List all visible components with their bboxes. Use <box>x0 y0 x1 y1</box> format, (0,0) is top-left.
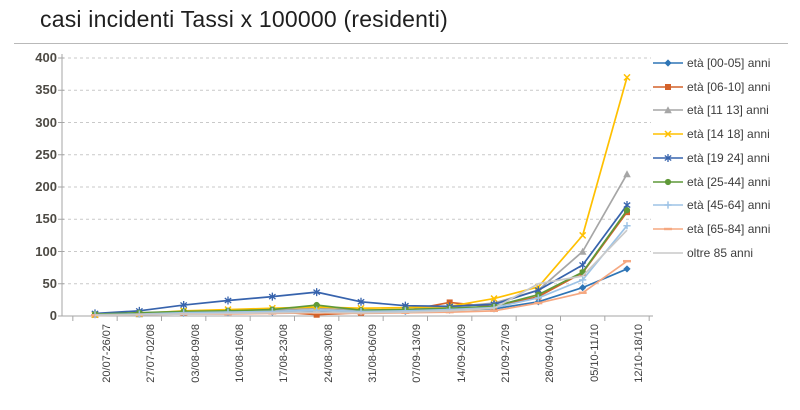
legend-item: età [65-84] anni <box>652 221 770 237</box>
x-axis-tick-label: 05/10-11/10 <box>588 324 601 382</box>
x-axis-tick-label: 24/08-30/08 <box>322 324 335 383</box>
legend-item: età [45-64] anni <box>652 197 770 213</box>
x-axis-tick-label: 31/08-06/09 <box>367 324 379 383</box>
legend-item: età [00-05] anni <box>652 55 770 71</box>
y-axis-tick-label: 250 <box>35 146 57 162</box>
y-axis-tick-label: 150 <box>35 211 57 227</box>
legend-label: età [00-05] anni <box>687 56 771 70</box>
data-point-marker <box>579 284 587 292</box>
x-axis-tick-label: 07/09-13/09 <box>411 324 424 383</box>
legend-swatch-plus-marker-icon <box>653 201 683 209</box>
legend-swatch-x-marker-icon <box>653 130 683 138</box>
data-point-marker <box>623 170 631 178</box>
y-axis-tick-label: 0 <box>49 308 57 323</box>
data-point-marker <box>578 291 587 294</box>
y-axis-tick-label: 300 <box>35 114 57 130</box>
data-point-marker <box>623 265 631 273</box>
x-axis-tick-label: 28/09-04/10 <box>544 324 557 383</box>
y-axis-tick-label: 350 <box>35 82 57 98</box>
legend-label: età [11 13] anni <box>687 103 769 118</box>
x-axis-tick-label: 27/07-02/08 <box>145 324 158 383</box>
legend-swatch-diamond-marker-icon <box>653 59 683 67</box>
data-point-marker <box>534 301 543 305</box>
legend-item: oltre 85 anni <box>652 245 753 261</box>
data-point-marker <box>490 295 498 303</box>
data-point-marker <box>579 276 587 284</box>
legend-label: età [25-44] anni <box>687 174 771 189</box>
legend-item: età [19 24] anni <box>652 150 770 166</box>
data-point-marker <box>224 296 232 305</box>
legend-swatch-square-marker-icon <box>653 83 683 90</box>
data-point-marker <box>623 222 631 230</box>
y-axis-tick-label: 100 <box>35 243 57 259</box>
data-point-marker <box>357 297 365 306</box>
data-point-marker <box>490 309 498 313</box>
data-point-marker <box>579 231 587 239</box>
data-point-marker <box>180 301 188 310</box>
legend-swatch-circle-marker-icon <box>653 178 683 185</box>
data-point-marker <box>579 261 587 270</box>
legend-label: età [06-10] anni <box>687 79 771 94</box>
data-point-marker <box>623 207 631 214</box>
data-point-marker <box>268 292 276 301</box>
data-point-marker <box>534 294 542 302</box>
legend-item: età [11 13] anni <box>652 102 769 118</box>
data-point-marker <box>623 259 631 263</box>
legend-swatch-none-marker-icon <box>653 251 683 254</box>
legend-swatch-asterisk-marker-icon <box>653 153 683 162</box>
legend-label: età [14 18] anni <box>687 127 770 142</box>
legend-swatch-dash-marker-icon <box>653 227 683 231</box>
x-axis-tick-label: 03/08-09/08 <box>189 324 202 383</box>
y-axis-tick-label: 200 <box>35 179 57 194</box>
legend-item: età [14 18] anni <box>652 126 770 142</box>
x-axis-tick-label: 20/07-26/07 <box>101 324 113 383</box>
x-axis-tick-label: 10/08-16/08 <box>234 324 246 383</box>
data-point-marker <box>578 247 587 255</box>
legend-label: età [19 24] anni <box>687 150 770 165</box>
legend-swatch-triangle-marker-icon <box>653 106 683 114</box>
x-axis-tick-label: 14/09-20/09 <box>455 324 468 383</box>
legend-label: età [65-84] anni <box>687 221 771 236</box>
x-axis-tick-label: 12/10-18/10 <box>633 324 645 383</box>
x-axis-tick-label: 17/08-23/08 <box>278 324 291 383</box>
series-line <box>94 229 628 317</box>
legend-item: età [25-44] anni <box>652 174 770 190</box>
series-line <box>94 204 628 315</box>
data-point-marker <box>313 311 320 318</box>
title-separator <box>14 43 788 44</box>
series-line <box>94 77 628 316</box>
legend-label: oltre 85 anni <box>687 245 754 260</box>
data-point-marker <box>313 301 320 309</box>
data-point-marker <box>313 288 321 297</box>
x-axis-tick-label: 21/09-27/09 <box>500 324 512 383</box>
data-point-marker <box>445 310 454 314</box>
legend-item: età [06-10] anni <box>652 79 770 95</box>
y-axis-tick-label: 400 <box>35 50 57 65</box>
chart-title: casi incidenti Tassi x 100000 (residenti… <box>40 6 448 32</box>
y-axis-tick-label: 50 <box>42 275 57 291</box>
data-point-marker <box>623 73 631 81</box>
legend-label: età [45-64] anni <box>687 198 771 213</box>
